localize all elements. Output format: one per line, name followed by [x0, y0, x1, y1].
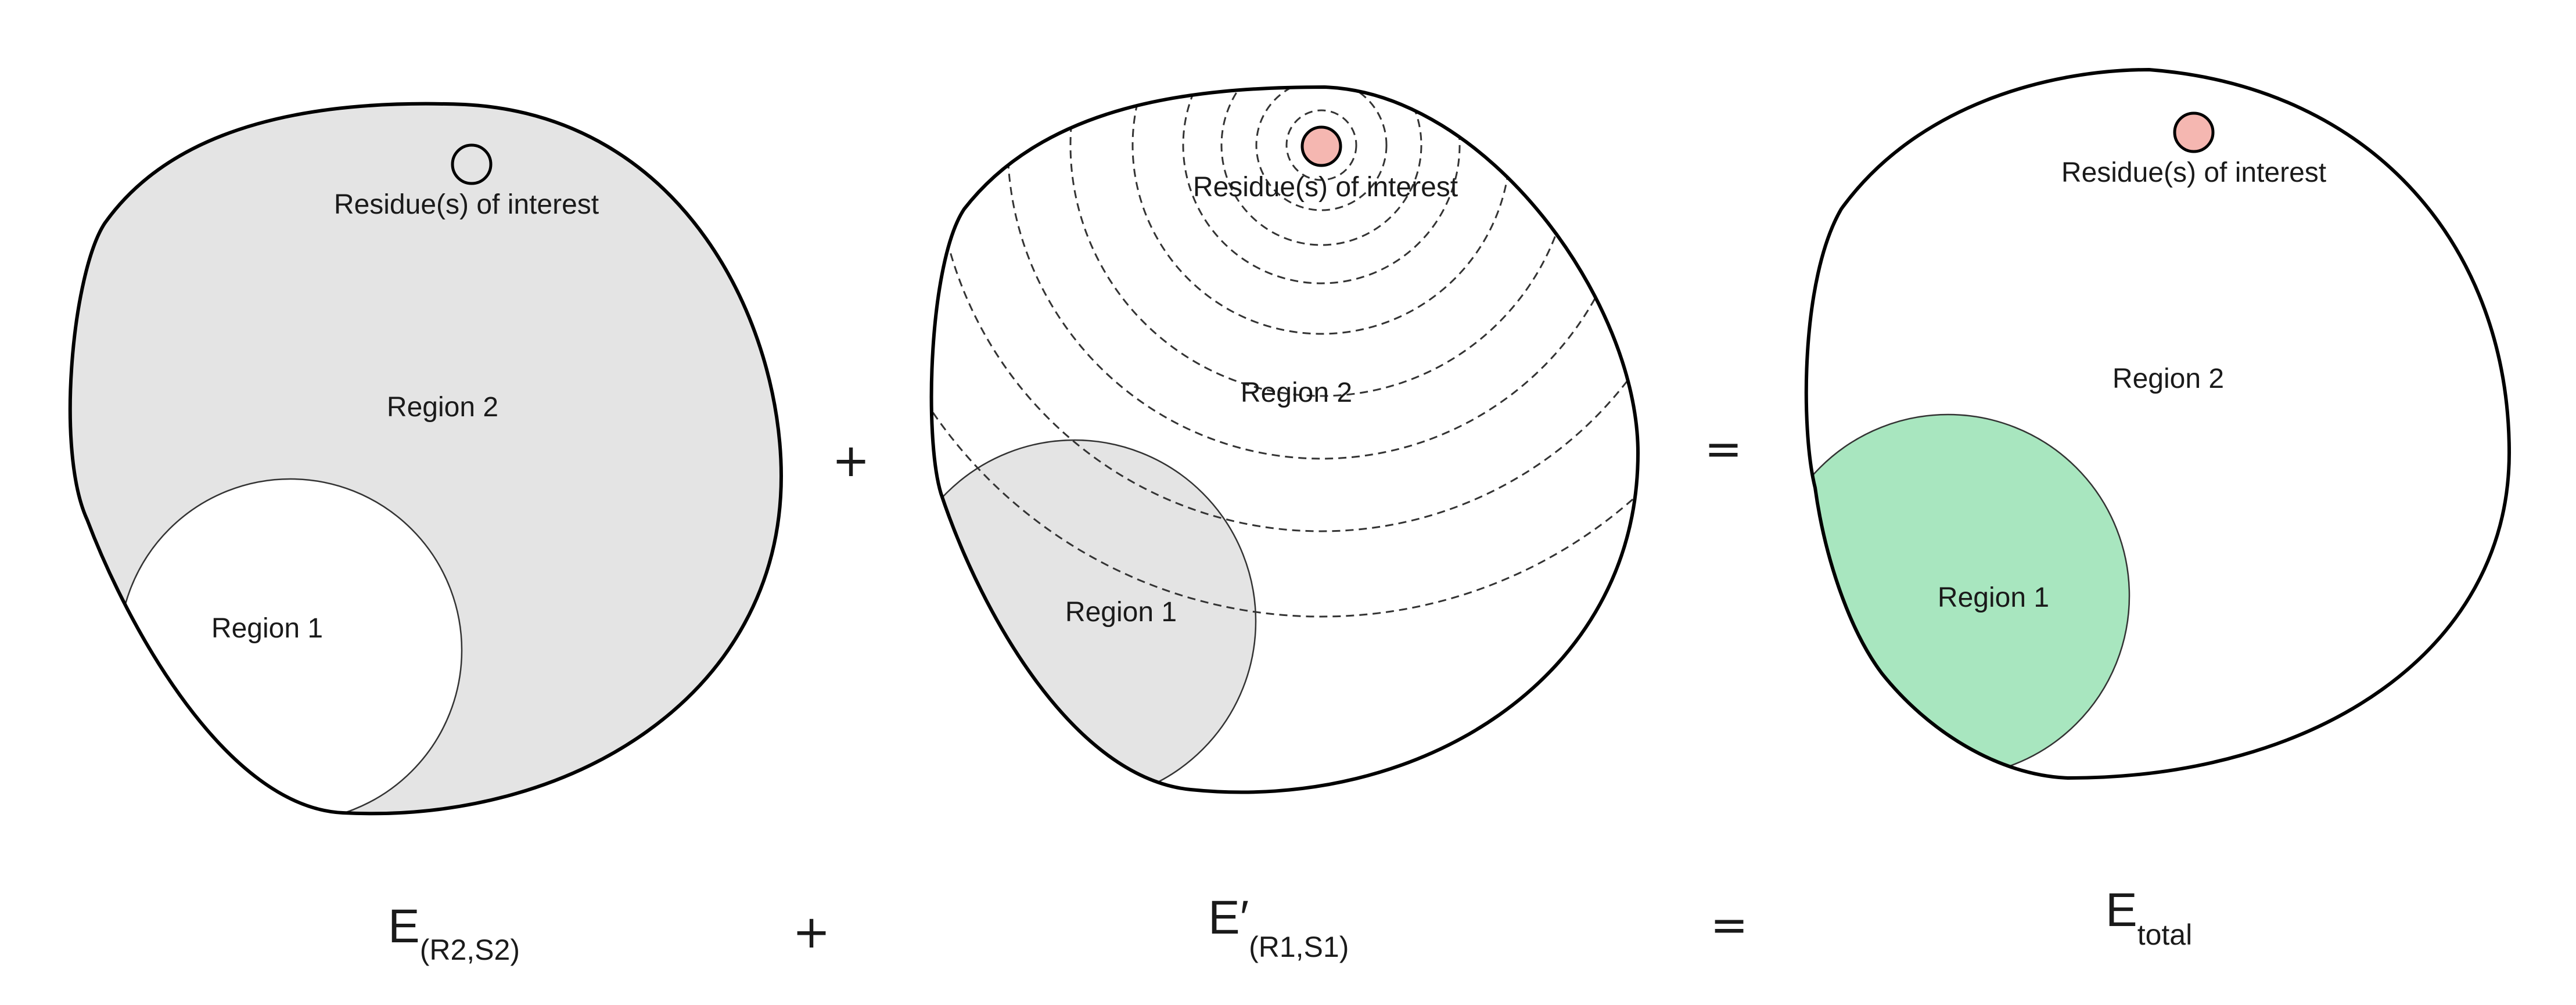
equation-result: Etotal	[2106, 884, 2192, 951]
panel-1-region-1-area	[119, 479, 462, 814]
equation-term-2-symbol: E′	[1208, 891, 1249, 944]
panel-3-residue-marker	[2173, 111, 2215, 153]
equation-term-1-subscript: (R2,S2)	[420, 934, 520, 966]
plus-operator-top: +	[832, 435, 870, 487]
panel-1-region-1-label: Region 1	[211, 613, 323, 644]
equation-result-symbol: E	[2106, 884, 2137, 936]
panel-2-residue-label: Residue(s) of interest	[1193, 172, 1458, 203]
panel-2-region-2-label: Region 2	[1241, 377, 1352, 408]
equals-operator-top: =	[1704, 423, 1742, 476]
panel-2-residue-marker	[1300, 125, 1342, 167]
panel-2-region-1-label: Region 1	[1065, 597, 1177, 628]
equation-plus-operator: +	[792, 906, 830, 959]
panel-3-region-2-label: Region 2	[2112, 363, 2224, 394]
panel-1-residue-marker	[451, 143, 493, 185]
panel-3-protein-outline	[1804, 67, 2512, 780]
panel-3-region-1-label: Region 1	[1938, 582, 2049, 613]
panel-1-region-2-label: Region 2	[387, 392, 498, 423]
equation-equals-operator: =	[1710, 899, 1748, 952]
equation-result-subscript: total	[2137, 918, 2193, 951]
equation-term-1: E(R2,S2)	[388, 900, 520, 966]
panel-3-residue-label: Residue(s) of interest	[2061, 157, 2326, 188]
panel-2-protein-outline	[929, 85, 1640, 794]
panel-3: Residue(s) of interest Region 2 Region 1	[1804, 67, 2512, 780]
energy-equation: E(R2,S2) + E′(R1,S1) = Etotal	[388, 884, 2192, 966]
equation-term-2: E′(R1,S1)	[1208, 891, 1349, 963]
panel-2: Residue(s) of interest Region 2 Region 1	[929, 85, 1640, 794]
equation-term-2-subscript: (R1,S1)	[1249, 931, 1349, 963]
panel-1: Residue(s) of interest Region 2 Region 1	[68, 102, 784, 816]
panel-1-protein-outline	[68, 102, 784, 816]
equation-term-1-symbol: E	[388, 900, 420, 953]
panel-1-residue-label: Residue(s) of interest	[334, 189, 599, 220]
panel-2-region-boundary	[931, 439, 1257, 793]
